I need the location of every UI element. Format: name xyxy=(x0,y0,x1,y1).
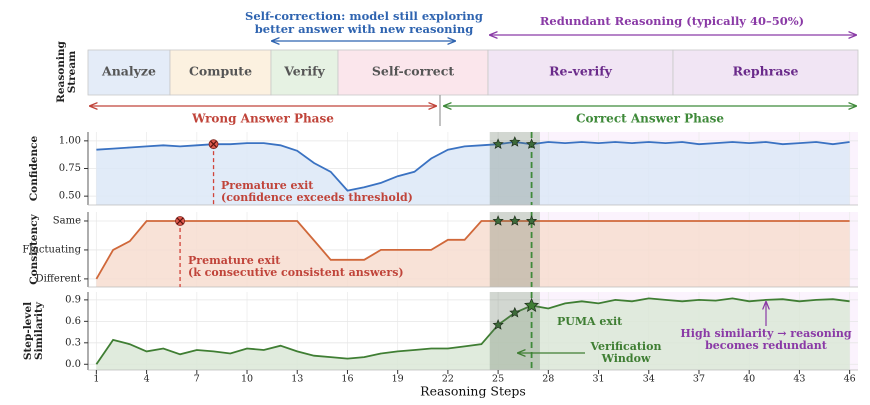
x-axis-label: Reasoning Steps xyxy=(420,384,526,399)
annotation: Window xyxy=(601,352,651,365)
x-tick-label: 34 xyxy=(643,374,655,385)
annotation: High similarity → reasoning xyxy=(680,327,852,340)
y-tick-label: 1.00 xyxy=(59,135,81,146)
phase-label: Wrong Answer Phase xyxy=(191,112,334,126)
area-fill xyxy=(96,221,850,287)
annotation: Premature exit xyxy=(188,254,281,267)
y-axis-label: Step-levelSimilarity xyxy=(22,301,45,360)
stage-box xyxy=(169,49,272,96)
x-tick-label: 1 xyxy=(93,374,99,385)
y-axis-label-line: Confidence xyxy=(28,136,40,202)
exit-star xyxy=(492,215,504,226)
line xyxy=(96,141,850,192)
line xyxy=(95,220,850,280)
stream-label-line: Reasoning xyxy=(55,40,67,102)
stream-note: Redundant Reasoning (typically 40–50%) xyxy=(540,14,804,28)
annotation: becomes redundant xyxy=(705,339,828,352)
stage-label: Re-verify xyxy=(549,64,612,79)
exit-star xyxy=(525,138,538,149)
stream-label-line: Stream xyxy=(66,51,78,94)
y-tick-label: Same xyxy=(53,215,81,226)
x-tick-label: 7 xyxy=(194,374,200,385)
y-axis-label-line: Similarity xyxy=(33,301,45,360)
x-tick-label: 46 xyxy=(844,374,856,385)
exit-star xyxy=(509,306,521,318)
area-fill xyxy=(96,298,850,370)
x-tick-label: 19 xyxy=(392,374,404,385)
y-axis-label-line: Consistency xyxy=(28,213,40,284)
annotation: Verification xyxy=(590,340,662,353)
stage-box xyxy=(672,49,859,96)
y-tick-label: 0.75 xyxy=(59,163,81,174)
y-tick-label: 0.50 xyxy=(59,191,81,202)
x-tick-label: 16 xyxy=(341,374,353,385)
x-tick-label: 13 xyxy=(291,374,303,385)
annotation: Premature exit xyxy=(221,179,314,192)
stream-label: ReasoningStream xyxy=(55,40,78,102)
exit-star xyxy=(492,318,504,330)
y-axis-label: Confidence xyxy=(28,136,40,202)
exit-star xyxy=(509,215,521,226)
x-tick-label: 10 xyxy=(241,374,253,385)
y-tick-label: Different xyxy=(36,273,81,284)
stage-box xyxy=(487,49,674,96)
x-tick-label: 22 xyxy=(442,374,454,385)
exit-star xyxy=(492,138,504,149)
marker-cross xyxy=(210,140,217,148)
y-axis-label: Consistency xyxy=(28,213,40,284)
y-tick-label: 0.6 xyxy=(65,316,81,327)
phase-label: Correct Answer Phase xyxy=(576,112,724,126)
stage-label: Verify xyxy=(283,64,325,79)
annotation: (confidence exceeds threshold) xyxy=(221,191,413,204)
x-tick-label: 28 xyxy=(542,374,554,385)
annotation: (k consecutive consistent answers) xyxy=(188,266,404,279)
exit-star xyxy=(525,215,538,226)
stream-note: better answer with new reasoning xyxy=(255,22,474,36)
y-tick-label: 0.0 xyxy=(65,359,81,370)
annotation: PUMA exit xyxy=(557,315,623,328)
x-tick-label: 31 xyxy=(592,374,604,385)
marker-cross xyxy=(176,217,184,225)
x-tick-label: 4 xyxy=(144,374,150,385)
line xyxy=(95,297,850,365)
stage-label: Analyze xyxy=(101,64,156,79)
stage-label: Self-correct xyxy=(372,64,455,79)
x-tick-label: 25 xyxy=(492,374,504,385)
x-tick-label: 40 xyxy=(743,374,755,385)
y-axis-label-line: Step-level xyxy=(22,302,34,360)
exit-star xyxy=(509,136,521,147)
y-tick-label: Fluctuating xyxy=(22,244,81,255)
stream-note: Self-correction: model still exploring xyxy=(245,9,483,23)
x-tick-label: 37 xyxy=(693,374,705,385)
y-tick-label: 0.3 xyxy=(65,337,81,348)
area-fill xyxy=(96,142,850,205)
stage-label: Rephrase xyxy=(733,64,799,79)
x-tick-label: 43 xyxy=(793,374,805,385)
stage-label: Compute xyxy=(189,64,252,79)
y-tick-label: 0.9 xyxy=(65,294,81,305)
exit-star xyxy=(524,297,540,313)
